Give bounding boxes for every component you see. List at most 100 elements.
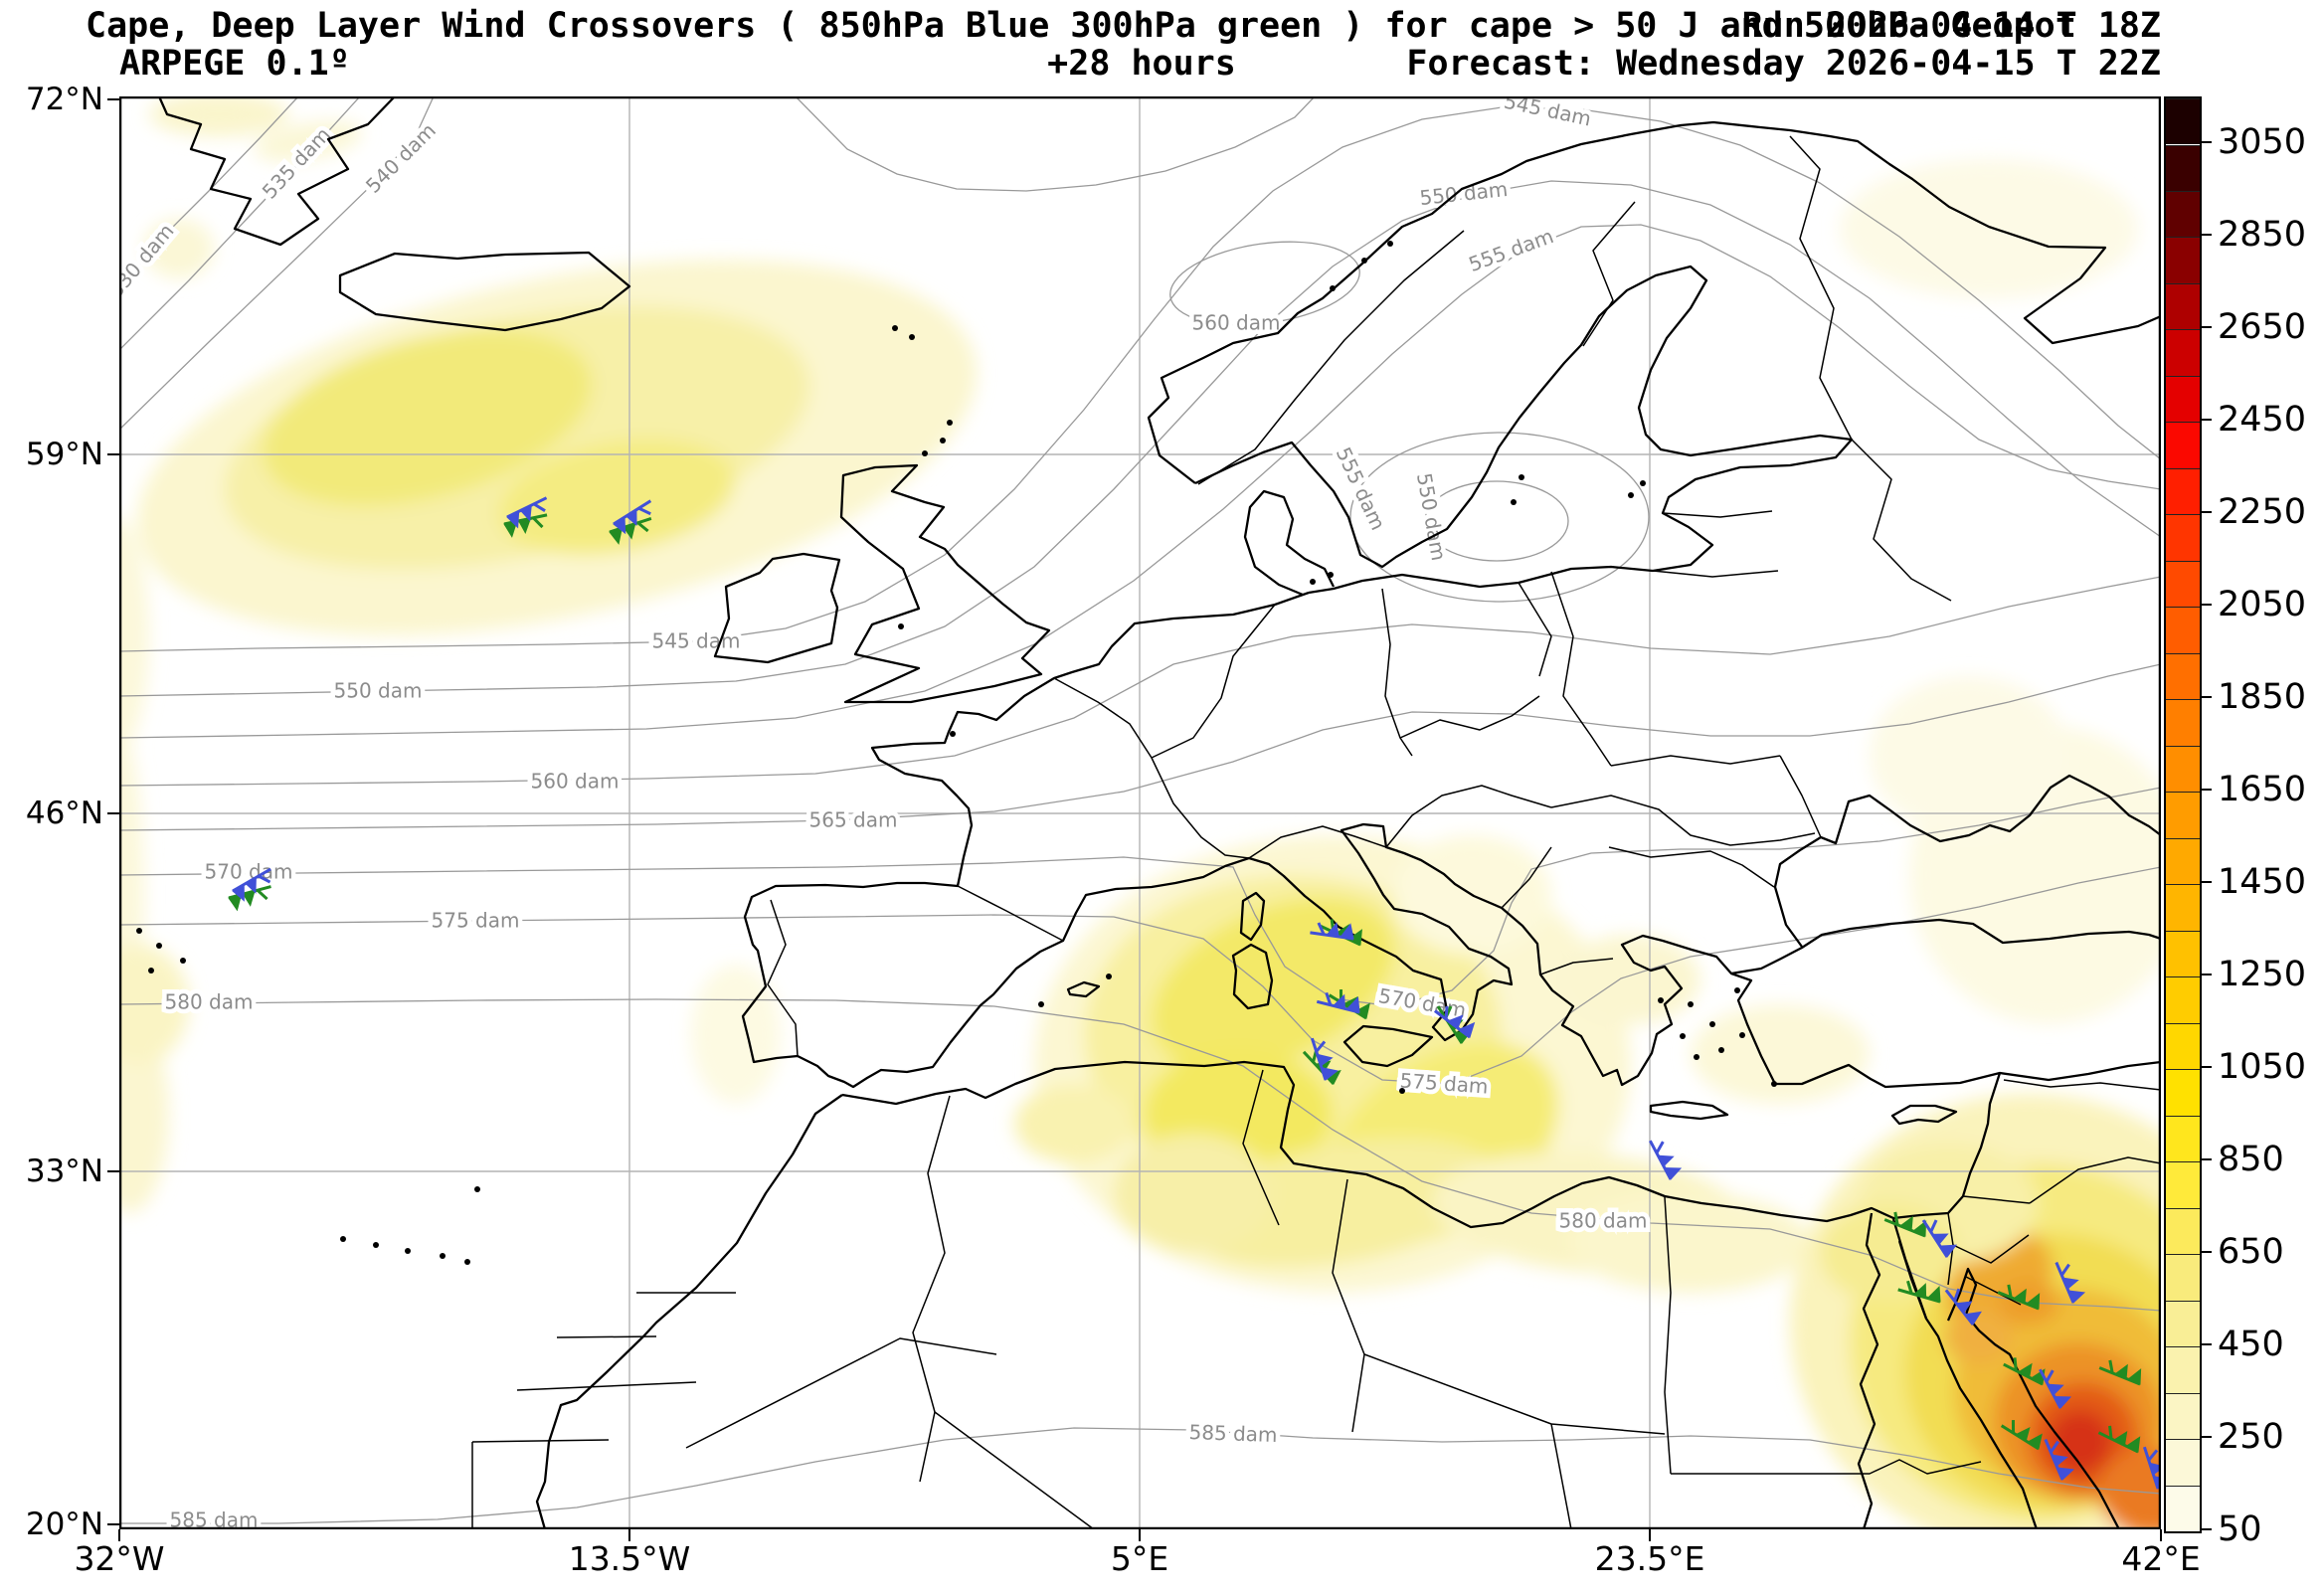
lon-tick-mark <box>628 1529 630 1541</box>
colorbar-tick-label: 850 <box>2218 1140 2284 1180</box>
contour-label: 555 dam <box>1466 224 1557 276</box>
small-island <box>180 958 186 964</box>
cape-blob <box>149 96 288 136</box>
colorbar-tick-mark <box>2200 974 2212 976</box>
colorbar-segment <box>2166 976 2200 1023</box>
colorbar-tick-label: 2650 <box>2218 307 2307 348</box>
small-island <box>156 943 162 949</box>
contour-label: 560 dam <box>531 770 620 794</box>
colorbar-segment <box>2166 560 2200 608</box>
colorbar-segment <box>2166 282 2200 330</box>
colorbar-tick-label: 2850 <box>2218 215 2307 256</box>
colorbar-segment <box>2166 375 2200 423</box>
contour-label: 575 dam <box>432 909 520 933</box>
colorbar-tick-mark <box>2200 1251 2212 1254</box>
run-label: Run 2026-04-14 T 18Z <box>1741 6 2161 46</box>
border-line <box>957 885 1064 942</box>
colorbar-segment <box>2166 607 2200 653</box>
map-frame <box>119 96 2161 1529</box>
colorbar-segment <box>2166 144 2200 191</box>
colorbar-segment <box>2166 1346 2200 1393</box>
border-line <box>1197 230 1465 485</box>
colorbar-segment <box>2166 930 2200 977</box>
cape-colorbar <box>2164 96 2202 1533</box>
small-island <box>340 1236 346 1242</box>
border-line <box>1582 201 1636 347</box>
wind-barb-300hPa <box>2097 1425 2141 1454</box>
colorbar-segment <box>2166 514 2200 561</box>
small-island <box>1680 1033 1686 1039</box>
contour-line <box>119 106 2161 652</box>
coastline <box>1857 1212 1881 1529</box>
wind-barb-300hPa <box>2098 1359 2142 1386</box>
wind-barb-300hPa <box>1883 1211 1927 1238</box>
colorbar-segment <box>2166 1254 2200 1301</box>
colorbar-segment <box>2166 467 2200 515</box>
cape-blob <box>263 329 593 506</box>
contour-line <box>1349 432 1650 603</box>
small-island <box>1399 1088 1405 1094</box>
cape-blob <box>1151 897 1395 1072</box>
lat-tick-label: 72°N <box>25 82 103 117</box>
border-line <box>1664 1196 1672 1475</box>
border-line <box>1363 1353 1666 1435</box>
border-line <box>1662 510 1773 518</box>
coastline <box>1891 1218 1928 1320</box>
small-island <box>1709 1021 1715 1027</box>
colorbar-tick-mark <box>2200 419 2212 422</box>
contour-label: 565 dam <box>809 808 898 832</box>
colorbar-segment <box>2166 1115 2200 1162</box>
contour-line <box>119 96 299 291</box>
border-line <box>1550 1423 1572 1529</box>
border-line <box>516 1381 697 1391</box>
colorbar-tick-label: 2250 <box>2218 492 2307 533</box>
small-island <box>1688 1001 1694 1007</box>
colorbar-segment <box>2166 1300 2200 1347</box>
coastline <box>1773 774 2161 948</box>
colorbar-tick-label: 3050 <box>2218 122 2307 163</box>
wind-barbs <box>228 496 2161 1490</box>
wind-barb-850hPa <box>1649 1140 1683 1180</box>
wind-barb-300hPa <box>503 513 548 538</box>
wind-barb-850hPa <box>613 499 652 535</box>
colorbar-segment <box>2166 98 2200 145</box>
border-line <box>767 899 799 1057</box>
contour-line <box>119 787 2161 1007</box>
border-line <box>1332 1178 1365 1433</box>
contour-label: 545 dam <box>1502 96 1593 131</box>
wind-barb-850hPa <box>2039 1368 2072 1409</box>
lat-tick-label: 46°N <box>25 796 103 831</box>
coastline <box>1147 120 2161 484</box>
lon-tick-mark <box>2160 1529 2162 1541</box>
contour-line <box>1424 480 1569 562</box>
contour-line <box>119 866 2161 1085</box>
wind-barb-300hPa <box>2003 1357 2046 1386</box>
island-outline <box>1342 1024 1434 1068</box>
border-line <box>1381 588 1413 757</box>
wind-barb-850hPa <box>1921 1219 1958 1258</box>
border-line <box>1248 825 1387 859</box>
colorbar-segment <box>2166 1485 2200 1531</box>
lat-tick-mark <box>107 98 119 100</box>
island-outline <box>1066 980 1101 998</box>
colorbar-segment <box>2166 745 2200 793</box>
island-outline <box>839 463 1051 704</box>
border-line <box>556 1335 657 1338</box>
wind-barb-850hPa <box>232 867 271 902</box>
small-island <box>950 731 956 737</box>
wind-barb-300hPa <box>2000 1420 2043 1451</box>
country-borders <box>471 135 2161 1529</box>
colorbar-tick-mark <box>2200 234 2212 237</box>
small-island <box>1038 1001 1044 1007</box>
small-island <box>1771 1081 1777 1087</box>
lon-tick-label: 23.5°E <box>1594 1539 1705 1578</box>
colorbar-tick-label: 450 <box>2218 1325 2284 1365</box>
border-line <box>1671 1459 1982 1475</box>
contour-label: 550 dam <box>1412 471 1451 563</box>
small-island <box>1328 572 1334 578</box>
colorbar-tick-mark <box>2200 696 2212 699</box>
colorbar-segment <box>2166 1022 2200 1070</box>
contour-line <box>119 96 435 431</box>
contour-line <box>119 663 2161 831</box>
